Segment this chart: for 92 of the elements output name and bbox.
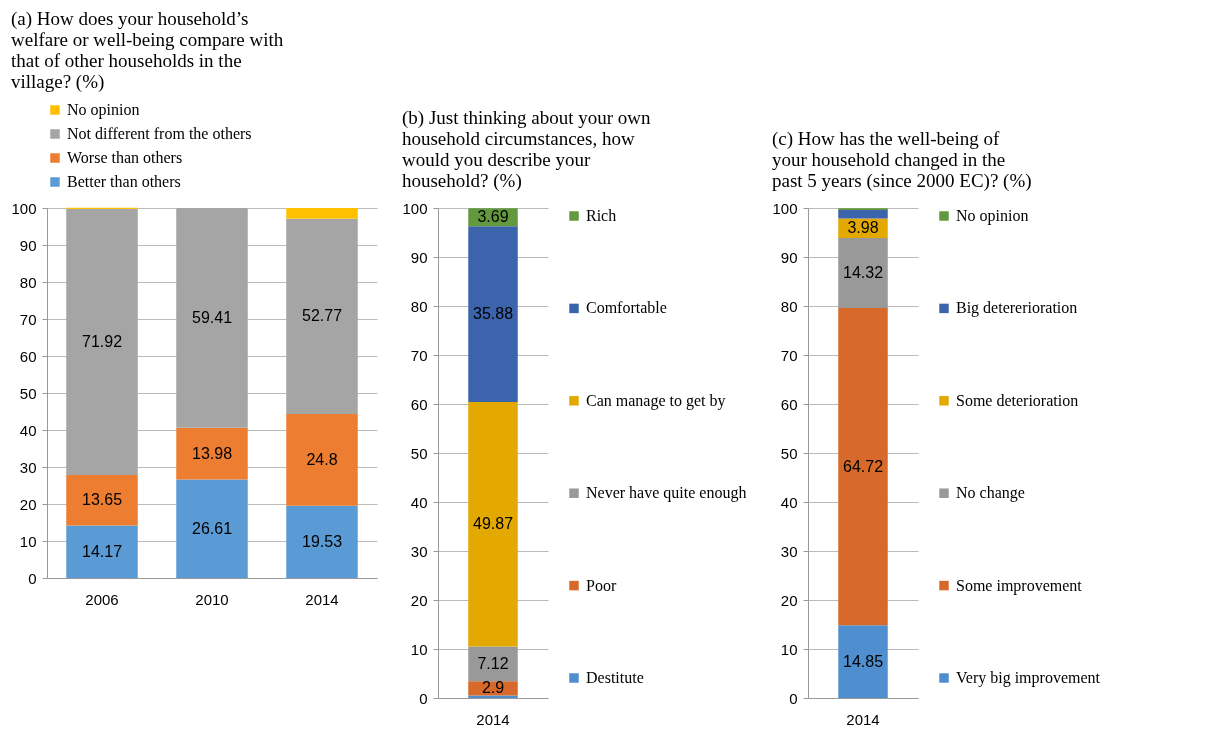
bar — [66, 525, 138, 578]
legend-label: Very big improvement — [956, 669, 1101, 687]
legend-label: Some deterioration — [956, 391, 1079, 409]
data-label: 13.98 — [191, 444, 233, 462]
y-tick-label: 90 — [410, 248, 428, 266]
y-tick-label: 50 — [19, 384, 37, 402]
y-tick-label: 30 — [410, 542, 428, 560]
y-tick-label: 20 — [19, 495, 37, 513]
legend-label: Worse than others — [67, 149, 183, 166]
data-label: 14.85 — [842, 652, 884, 670]
bar — [176, 427, 248, 480]
y-tick-label: 90 — [19, 236, 37, 254]
legend-label: Comfortable — [586, 299, 667, 317]
data-label: 14.17 — [81, 542, 123, 560]
data-label: 3.98 — [847, 219, 879, 237]
legend-label: Never have quite enough — [586, 484, 747, 503]
data-label: 14.32 — [842, 264, 884, 282]
y-tick-label: 50 — [410, 444, 428, 462]
data-label: 2.9 — [481, 679, 505, 697]
bar — [838, 210, 888, 219]
data-label: 64.72 — [842, 457, 884, 475]
y-tick-label: 20 — [780, 591, 798, 609]
y-tick-label: 30 — [19, 458, 37, 476]
y-tick-label: 10 — [780, 640, 798, 658]
bar — [176, 208, 248, 428]
data-label: 24.8 — [306, 450, 338, 468]
legend-label: Not different from the others — [67, 125, 252, 142]
data-label: 59.41 — [191, 308, 233, 326]
y-tick-label: 80 — [410, 297, 428, 315]
y-tick-label: 40 — [410, 493, 428, 511]
data-label: 26.61 — [191, 519, 233, 537]
bar — [66, 208, 138, 476]
bar — [468, 646, 518, 682]
y-tick-label: 10 — [410, 640, 428, 658]
y-tick-label: 0 — [28, 569, 37, 587]
y-tick-label: 70 — [19, 310, 37, 328]
bar — [286, 208, 358, 219]
legend-label: Some improvement — [956, 576, 1083, 595]
data-label: 3.69 — [477, 208, 509, 226]
data-label: 71.92 — [81, 333, 123, 351]
legend-label: Big detererioration — [956, 299, 1078, 318]
bar — [468, 402, 518, 647]
x-tick-label: 2006 — [85, 590, 119, 608]
y-tick-label: 90 — [780, 248, 798, 266]
chart-title: (b) Just thinking about your own household circumstances, how would you describe your household? (%) — [401, 107, 652, 192]
data-label: 49.87 — [472, 515, 514, 533]
y-tick-label: 50 — [780, 444, 798, 462]
y-tick-label: 0 — [789, 689, 798, 707]
y-tick-label: 20 — [410, 591, 428, 609]
legend-label: No opinion — [956, 207, 1029, 225]
bar — [838, 625, 888, 698]
y-tick-label: 80 — [780, 297, 798, 315]
data-label: 52.77 — [301, 307, 343, 325]
y-tick-label: 70 — [410, 346, 428, 364]
legend-label: Can manage to get by — [586, 391, 726, 410]
y-tick-label: 60 — [410, 395, 428, 413]
legend-label: Better than others — [67, 173, 181, 190]
chart-title: (a) How does your household’s welfare or well-being compare with that of other households in the village? (%) — [10, 8, 284, 93]
y-tick-label: 80 — [19, 273, 37, 291]
y-tick-label: 40 — [780, 493, 798, 511]
legend-label: Poor — [586, 576, 617, 594]
y-tick-label: 60 — [780, 395, 798, 413]
bar — [838, 237, 888, 309]
y-tick-label: 0 — [419, 689, 428, 707]
bar — [286, 413, 358, 506]
y-tick-label: 100 — [402, 199, 428, 217]
bar — [176, 479, 248, 578]
bar — [66, 475, 138, 526]
legend-label: Rich — [586, 207, 617, 224]
x-tick-label: 2014 — [846, 710, 880, 728]
data-label: 13.65 — [81, 491, 123, 509]
y-tick-label: 40 — [19, 421, 37, 439]
x-tick-label: 2014 — [305, 590, 339, 608]
x-tick-label: 2014 — [476, 710, 510, 728]
bar — [468, 226, 518, 403]
y-tick-label: 60 — [19, 347, 37, 365]
bar — [838, 308, 888, 626]
y-tick-label: 30 — [780, 542, 798, 560]
y-tick-label: 100 — [772, 199, 798, 217]
bar — [286, 218, 358, 414]
legend-label: No change — [956, 484, 1025, 503]
data-label: 7.12 — [477, 654, 509, 672]
data-label: 35.88 — [472, 305, 514, 323]
bar — [286, 505, 358, 578]
x-tick-label: 2010 — [195, 590, 229, 608]
data-label: 19.53 — [301, 532, 343, 550]
y-tick-label: 100 — [11, 199, 37, 217]
legend-label: Destitute — [586, 669, 644, 686]
legend-label: No opinion — [67, 101, 140, 119]
chart-title: (c) How has the well-being of your household changed in the past 5 years (since 2000 EC)? (%) — [771, 128, 1032, 192]
y-tick-label: 70 — [780, 346, 798, 364]
y-tick-label: 10 — [19, 532, 37, 550]
